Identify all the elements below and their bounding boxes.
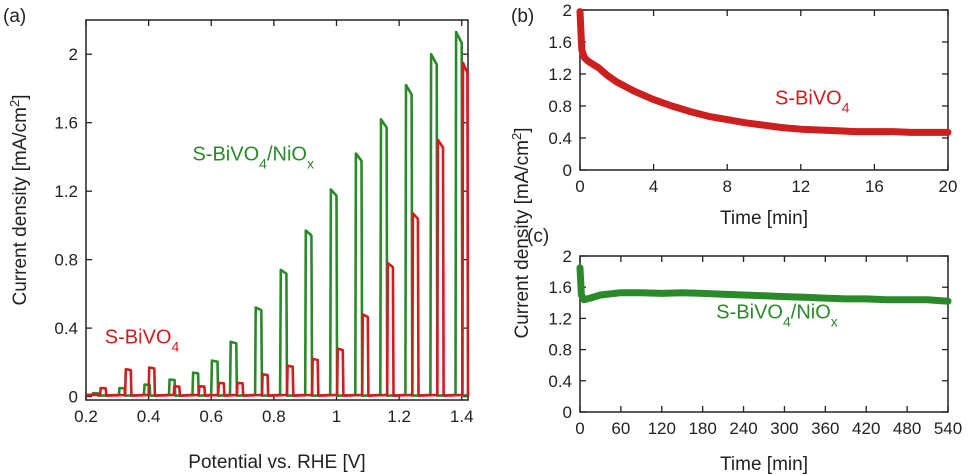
y-tick-label: 0: [563, 403, 572, 422]
y-tick-label: 0.4: [548, 372, 572, 391]
x-tick-label: 420: [852, 419, 880, 438]
y-tick-label: 0.4: [548, 129, 572, 148]
series-line-red: [576, 8, 952, 136]
y-tick-label: 1.2: [548, 309, 572, 328]
x-tick-label: 20: [939, 177, 958, 196]
x-tick-label: 480: [893, 419, 921, 438]
x-tick-label: 0.4: [137, 407, 161, 426]
panel-label-a: (a): [3, 6, 26, 27]
y-tick-label: 0.4: [54, 319, 78, 338]
x-tick-label: 16: [865, 177, 884, 196]
x-tick-label: 300: [770, 419, 798, 438]
x-axis-label: Potential vs. RHE [V]: [188, 452, 365, 473]
series-annotation: S-BiVO4: [105, 327, 180, 355]
y-tick-label: 0.8: [54, 251, 78, 270]
series-line-red: [86, 61, 470, 397]
plot-frame: [579, 255, 949, 413]
chart-panel-c: 0 60 120 180 240 300 360 420 480 540 0 0.4 0.8 1.2 1.6…: [548, 247, 962, 475]
x-tick-label: 60: [611, 419, 630, 438]
x-tick-label: 240: [729, 419, 757, 438]
series-annotation: S-BiVO4/NiOx: [716, 301, 837, 329]
x-tick-label: 8: [722, 177, 731, 196]
x-axis-label: Time [min]: [720, 208, 808, 229]
x-tick-label: 120: [648, 419, 676, 438]
y-tick-label: 1.6: [548, 33, 572, 52]
x-tick-label: 4: [649, 177, 658, 196]
x-tick-label: 1: [332, 407, 341, 426]
y-axis-label-a: Current density [mA/cm2]: [7, 94, 32, 305]
series-annotation: S-BiVO4/NiOx: [192, 143, 313, 171]
y-tick-label: 1.6: [54, 114, 78, 133]
x-tick-label: 1.2: [387, 407, 411, 426]
x-tick-label: 1.4: [450, 407, 474, 426]
panel-label-c: (c): [527, 226, 549, 247]
y-tick-label: 1.2: [54, 182, 78, 201]
y-tick-label: 0.8: [548, 341, 572, 360]
y-axis-label-shared: Current density [mA/cm2]: [509, 127, 534, 338]
x-tick-label: 0.8: [262, 407, 286, 426]
x-tick-label: 180: [688, 419, 716, 438]
plot-frame: [579, 9, 949, 171]
y-tick-label: 2: [563, 247, 572, 266]
chart-panel-b: 0 4 8 12 16 20 0 0.4 0.8 1.2 1.6 2 Time [min] S-BiVO4: [548, 1, 957, 229]
y-tick-label: 0: [69, 388, 78, 407]
x-tick-label: 12: [791, 177, 810, 196]
y-tick-label: 2: [69, 45, 78, 64]
series-line-green: [576, 264, 952, 305]
x-tick-label: 0: [575, 177, 584, 196]
x-tick-label: 0.2: [74, 407, 98, 426]
y-tick-label: 0: [563, 161, 572, 180]
y-tick-label: 1.2: [548, 65, 572, 84]
y-tick-label: 1.6: [548, 278, 572, 297]
y-tick-label: 0.8: [548, 97, 572, 116]
x-tick-label: 0: [575, 419, 584, 438]
chart-panel-a: 0.2 0.4 0.6 0.8 1 1.2 1.4 0 0.4 0.8 1.2 1.6 2 Potenti…: [54, 19, 474, 473]
x-tick-label: 540: [934, 419, 962, 438]
y-tick-label: 2: [563, 1, 572, 20]
x-tick-label: 360: [811, 419, 839, 438]
x-axis-label: Time [min]: [720, 454, 808, 475]
x-tick-label: 0.6: [199, 407, 223, 426]
series-annotation: S-BiVO4: [775, 87, 850, 115]
panel-label-b: (b): [511, 6, 534, 27]
